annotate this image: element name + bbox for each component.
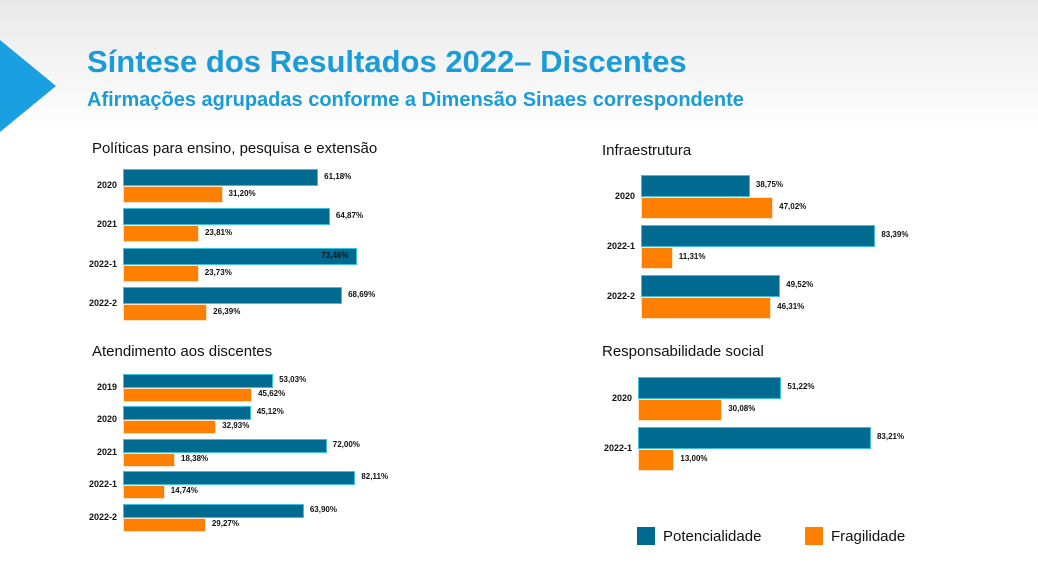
bar-potencialidade — [123, 471, 356, 485]
bar-fragilidade — [123, 388, 253, 402]
bar-fragilidade — [641, 197, 774, 219]
data-label: 31,20% — [228, 188, 256, 198]
data-label: 72,00% — [332, 440, 360, 449]
data-label: 68,69% — [348, 289, 376, 299]
bar-potencialidade — [123, 208, 330, 225]
category-label: 2020 — [614, 191, 635, 201]
data-label: 47,02% — [779, 202, 807, 211]
bar-potencialidade — [123, 287, 343, 304]
category-label: 2022-2 — [606, 291, 635, 301]
category-label: 2022-1 — [88, 259, 117, 269]
data-label: 26,39% — [213, 306, 241, 316]
bar-fragilidade — [123, 518, 206, 532]
bar-fragilidade — [123, 485, 165, 499]
category-label: 2022-2 — [88, 512, 117, 522]
bar-potencialidade — [123, 169, 319, 186]
bar-fragilidade — [123, 420, 217, 434]
data-label: 46,31% — [777, 302, 805, 311]
bar-fragilidade — [123, 265, 199, 282]
data-label: 82,11% — [361, 472, 389, 481]
data-label: 64,87% — [335, 210, 364, 220]
data-label: 51,22% — [787, 382, 815, 391]
page-subtitle: Afirmações agrupadas conforme a Dimensão… — [87, 89, 744, 111]
category-label: 2022-2 — [88, 298, 117, 308]
data-label: 23,81% — [204, 227, 233, 237]
category-label: 2020 — [96, 414, 117, 424]
bar-potencialidade — [123, 374, 274, 388]
category-label: 2020 — [611, 393, 632, 403]
bar-potencialidade — [641, 225, 876, 247]
bar-fragilidade — [123, 225, 199, 242]
data-label: 49,52% — [786, 280, 814, 289]
category-label: 2022-1 — [603, 443, 632, 453]
category-label: 2022-1 — [88, 479, 117, 489]
category-label: 2022-1 — [606, 241, 635, 251]
bar-potencialidade — [123, 406, 251, 420]
legend-swatch-potencialidade — [637, 527, 655, 545]
data-label: 23,73% — [204, 267, 232, 277]
category-label: 2019 — [96, 382, 117, 392]
bar-potencialidade — [123, 439, 327, 453]
data-label: 18,38% — [181, 454, 209, 463]
data-label: 61,18% — [324, 171, 352, 181]
data-label: 38,75% — [755, 180, 784, 189]
data-label: 73,46% — [321, 250, 349, 260]
bar-potencialidade — [641, 275, 781, 297]
data-label: 13,00% — [680, 454, 708, 463]
bar-fragilidade — [123, 304, 208, 321]
chart-title: Atendimento aos discentes — [92, 343, 273, 360]
legend-label: Fragilidade — [831, 527, 906, 545]
chart-title: Políticas para ensino, pesquisa e extens… — [92, 140, 378, 157]
bar-fragilidade — [123, 453, 175, 467]
data-label: 11,31% — [678, 252, 706, 261]
bar-fragilidade — [641, 247, 673, 269]
data-label: 45,12% — [256, 407, 284, 416]
bar-potencialidade — [123, 504, 304, 518]
chart-title: Infraestrutura — [602, 142, 692, 159]
legend-label: Potencialidade — [663, 527, 762, 545]
data-label: 29,27% — [211, 519, 239, 528]
header-background — [0, 0, 1038, 130]
data-label: 83,21% — [876, 432, 905, 441]
data-label: 32,93% — [222, 421, 250, 430]
bar-potencialidade — [638, 427, 871, 449]
legend-swatch-fragilidade — [805, 527, 823, 545]
data-label: 63,90% — [309, 505, 337, 514]
legend-potencialidade: Potencialidade — [637, 527, 761, 545]
category-label: 2021 — [96, 219, 117, 229]
data-label: 14,74% — [170, 486, 198, 495]
bar-fragilidade — [641, 297, 772, 319]
legend-fragilidade: Fragilidade — [805, 527, 905, 545]
arrow-decoration — [0, 40, 56, 132]
data-label: 45,62% — [258, 389, 286, 398]
bar-potencialidade — [641, 175, 750, 197]
data-label: 30,08% — [728, 404, 756, 413]
bar-potencialidade — [123, 248, 358, 265]
category-label: 2021 — [96, 447, 117, 457]
page-title: Síntese dos Resultados 2022– Discentes — [87, 44, 687, 79]
bar-fragilidade — [123, 186, 223, 203]
category-label: 2020 — [96, 180, 117, 190]
chart-title: Responsabilidade social — [602, 343, 764, 360]
data-label: 53,03% — [279, 375, 307, 384]
bar-fragilidade — [638, 449, 675, 471]
data-label: 83,39% — [881, 230, 909, 239]
bar-fragilidade — [638, 399, 723, 421]
bar-potencialidade — [638, 377, 782, 399]
